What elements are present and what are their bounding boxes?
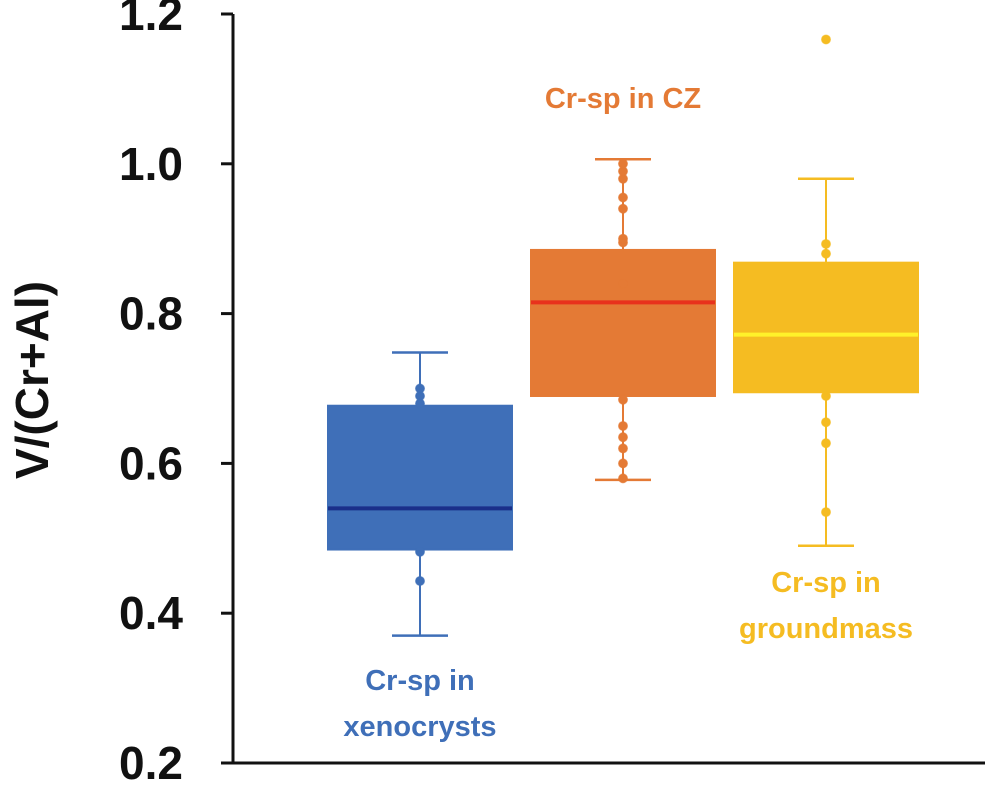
data-point: [415, 575, 425, 586]
data-point: [821, 248, 831, 259]
y-axis-label: V/(Cr+Al): [6, 281, 58, 479]
data-point: [618, 278, 628, 289]
y-tick-label: 0.2: [119, 737, 183, 787]
y-tick-label: 1.0: [119, 138, 183, 190]
data-point: [821, 34, 831, 45]
box-groups: [327, 34, 919, 637]
box-iqr: [733, 261, 919, 394]
data-point: [618, 394, 628, 405]
data-point: [821, 417, 831, 428]
data-point: [821, 507, 831, 518]
y-tick-label: 0.6: [119, 437, 183, 489]
data-point: [821, 238, 831, 249]
group-label-3: groundmass: [739, 613, 913, 645]
box-iqr: [327, 404, 513, 551]
data-point: [618, 233, 628, 244]
y-axis-ticks: 0.2 0.4 0.6 0.8 1.0 1.2: [119, 0, 233, 787]
data-point: [618, 420, 628, 431]
y-tick-label: 0.4: [119, 587, 183, 639]
box-group-2: [530, 158, 716, 484]
data-point: [618, 432, 628, 443]
group-label-1: xenocrysts: [343, 711, 496, 743]
data-point: [618, 458, 628, 469]
box-iqr: [530, 248, 716, 397]
group-label-2: Cr-sp in CZ: [545, 83, 701, 115]
data-point: [415, 546, 425, 557]
group-labels: Cr-sp in xenocrysts Cr-sp in CZ Cr-sp in gro…: [343, 83, 913, 743]
data-point: [415, 383, 425, 394]
y-tick-label: 0.8: [119, 288, 183, 340]
data-point: [821, 438, 831, 449]
box-group-3: [733, 34, 919, 548]
data-point: [618, 473, 628, 484]
data-point: [618, 443, 628, 454]
data-point: [618, 192, 628, 203]
data-point: [821, 390, 831, 401]
group-label-3: Cr-sp in: [771, 567, 881, 599]
data-point: [618, 203, 628, 214]
axes: [231, 14, 985, 765]
y-tick-label: 1.2: [119, 0, 183, 40]
data-point: [618, 158, 628, 169]
box-group-1: [327, 351, 513, 637]
group-label-1: Cr-sp in: [365, 665, 475, 697]
